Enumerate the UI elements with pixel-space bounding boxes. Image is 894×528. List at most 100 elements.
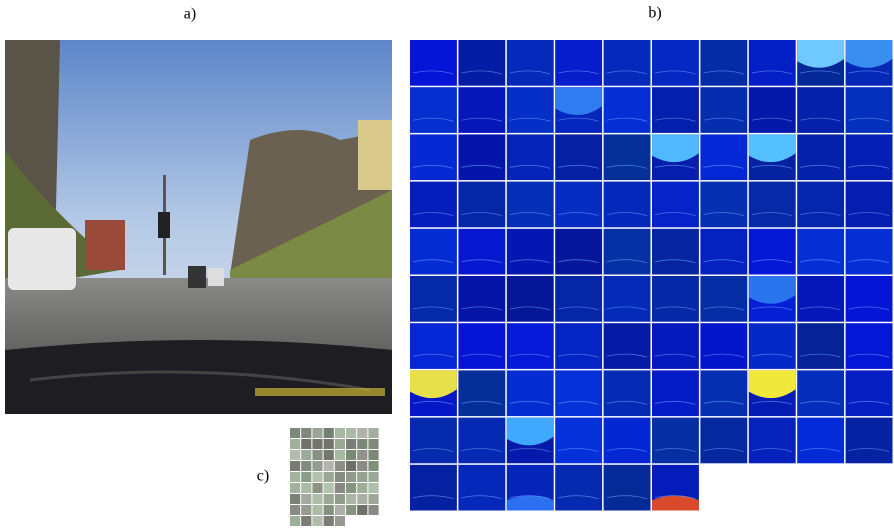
feature-map [507,276,554,322]
feature-map [458,229,505,275]
feature-map [458,276,505,322]
feature-map [749,87,796,133]
filter [301,450,311,460]
filter [335,483,345,493]
filter [346,505,356,515]
feature-map [410,134,457,180]
filter [357,483,367,493]
feature-map [507,182,554,228]
feature-map [555,465,602,511]
feature-map [604,87,651,133]
filter [368,494,378,504]
filter [301,516,311,526]
feature-map [700,229,747,275]
feature-map [604,323,651,369]
feature-map [700,418,747,464]
feature-map [797,134,844,180]
filter [335,461,345,471]
filter [324,428,334,438]
feature-map [652,323,699,369]
feature-map-grid [410,40,893,511]
filter [324,450,334,460]
feature-map [458,87,505,133]
feature-map [458,182,505,228]
feature-map [555,40,602,86]
feature-map [410,276,457,322]
feature-map [749,418,796,464]
feature-map [700,276,747,322]
feature-map [507,134,554,180]
feature-map [604,134,651,180]
feature-map [555,323,602,369]
feature-map [700,182,747,228]
filter [357,450,367,460]
feature-map [604,370,651,416]
filter [312,505,322,515]
filter [301,505,311,515]
filter [301,472,311,482]
feature-map [507,87,554,133]
filter [312,483,322,493]
filter [357,428,367,438]
feature-map [700,370,747,416]
filter [312,461,322,471]
feature-map [846,276,893,322]
filter [312,516,322,526]
feature-map [604,418,651,464]
filter [335,439,345,449]
feature-map [555,182,602,228]
filter [368,450,378,460]
filter [324,516,334,526]
filter [346,472,356,482]
feature-map [749,40,796,86]
feature-map [604,182,651,228]
filter [368,472,378,482]
filter [368,428,378,438]
filter [335,516,345,526]
filter [368,505,378,515]
filter [346,428,356,438]
feature-map [458,323,505,369]
feature-map [458,370,505,416]
panel-label: c) [257,468,269,485]
filter [335,472,345,482]
feature-map [458,134,505,180]
feature-map [555,418,602,464]
filter [301,483,311,493]
filter [312,428,322,438]
filter [312,494,322,504]
feature-map [458,465,505,511]
filter [301,428,311,438]
filter [357,439,367,449]
feature-map [797,323,844,369]
feature-map [652,40,699,86]
feature-map [797,87,844,133]
filter [335,450,345,460]
filter [290,516,300,526]
road-photo [5,40,392,414]
feature-map [410,182,457,228]
filter [346,494,356,504]
feature-map [797,370,844,416]
filter [324,505,334,515]
feature-map [555,370,602,416]
filter [346,450,356,460]
filter-grid [290,428,379,526]
filter [368,439,378,449]
feature-map [846,87,893,133]
filter [312,450,322,460]
feature-map [797,182,844,228]
feature-map [507,370,554,416]
feature-map [700,134,747,180]
feature-map [652,87,699,133]
feature-map [797,276,844,322]
feature-map [555,276,602,322]
filter [324,472,334,482]
feature-map [652,229,699,275]
feature-map [507,323,554,369]
feature-map [846,370,893,416]
filter [346,483,356,493]
filter [346,461,356,471]
feature-map [458,40,505,86]
filter [357,472,367,482]
